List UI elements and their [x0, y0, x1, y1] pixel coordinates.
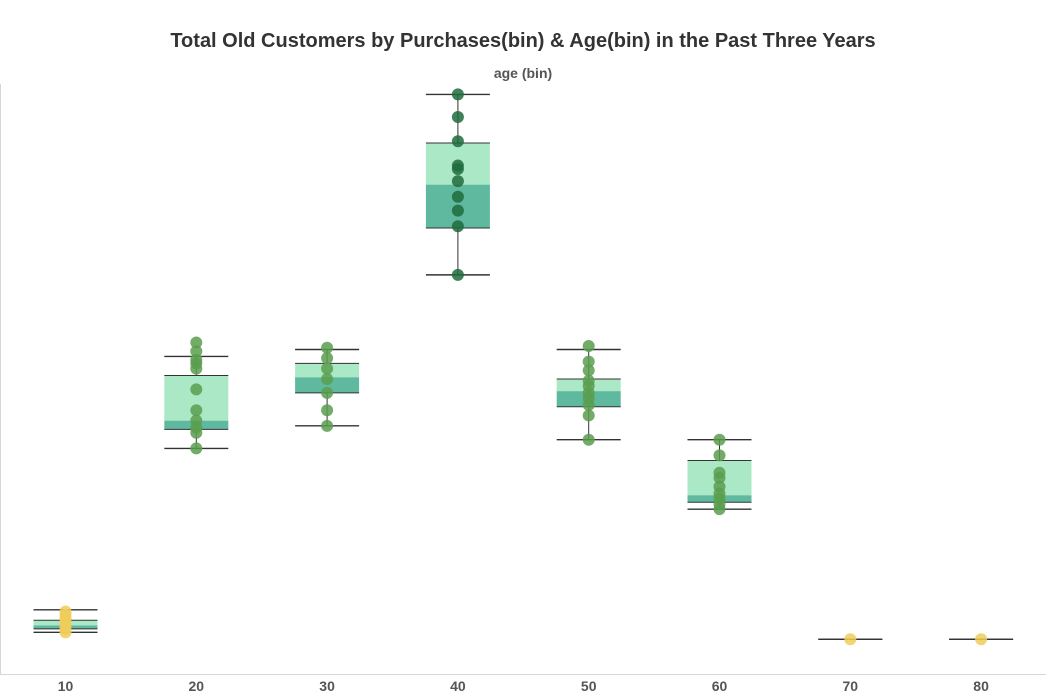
data-point-50-7 [582, 364, 595, 377]
data-point-50-6 [582, 374, 595, 387]
data-point-50-1 [582, 409, 595, 422]
data-point-40-9 [451, 88, 464, 101]
data-point-30-4 [321, 362, 334, 375]
data-point-20-8 [190, 353, 203, 366]
data-point-60-6 [713, 466, 726, 479]
data-point-20-4 [190, 404, 203, 417]
data-point-20-0 [190, 442, 203, 455]
data-point-60-8 [713, 433, 726, 446]
data-point-30-5 [321, 352, 334, 365]
data-point-30-0 [321, 419, 334, 432]
x-tick-label-40: 40 [450, 678, 466, 694]
data-point-60-7 [713, 449, 726, 462]
chart-subtitle: age (bin) [493, 65, 553, 81]
x-tick-label-10: 10 [58, 678, 74, 694]
data-point-30-1 [321, 404, 334, 417]
data-point-80-0 [975, 633, 988, 646]
data-point-40-6 [451, 159, 464, 172]
chart-title: Total Old Customers by Purchases(bin) & … [170, 30, 876, 52]
x-tick-label-80: 80 [973, 678, 989, 694]
data-point-60-4 [713, 480, 726, 493]
data-point-40-3 [451, 190, 464, 203]
data-point-30-2 [321, 386, 334, 399]
data-point-50-9 [582, 340, 595, 353]
x-tick-label-60: 60 [712, 678, 728, 694]
data-point-30-6 [321, 341, 334, 354]
data-point-20-5 [190, 383, 203, 396]
data-point-20-3 [190, 414, 203, 427]
data-point-50-8 [582, 355, 595, 368]
data-point-40-1 [451, 220, 464, 233]
data-point-40-4 [451, 175, 464, 188]
data-point-40-7 [451, 135, 464, 148]
x-tick-label-70: 70 [843, 678, 859, 694]
data-point-30-3 [321, 373, 334, 385]
data-point-50-0 [582, 433, 595, 446]
x-tick-label-30: 30 [319, 678, 335, 694]
data-point-40-0 [451, 268, 464, 281]
data-point-40-8 [451, 110, 464, 123]
data-point-40-2 [451, 204, 464, 217]
data-point-20-10 [190, 336, 203, 349]
data-point-10-6 [59, 605, 72, 618]
x-tick-label-20: 20 [189, 678, 205, 694]
data-point-70-0 [844, 633, 857, 646]
data-point-20-9 [190, 345, 203, 358]
x-tick-label-50: 50 [581, 678, 597, 694]
box-lower-30 [295, 377, 360, 393]
